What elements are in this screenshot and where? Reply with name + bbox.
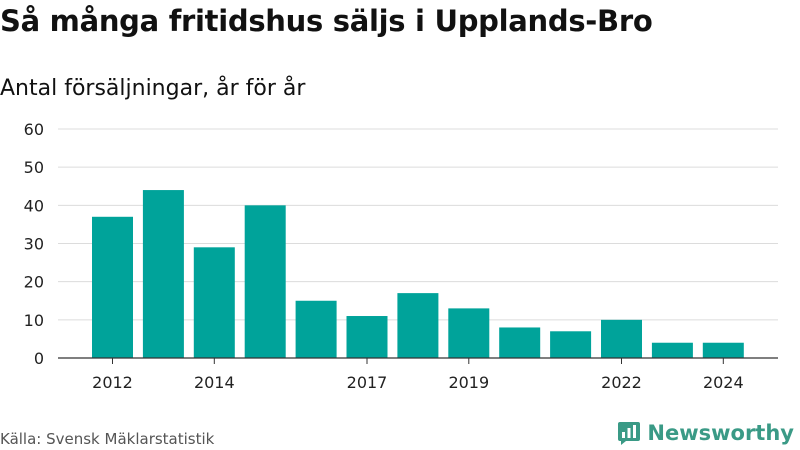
y-tick-label: 50 bbox=[24, 158, 44, 177]
bar-2017 bbox=[346, 316, 388, 358]
y-tick-label: 10 bbox=[24, 311, 44, 330]
x-tick-label: 2022 bbox=[601, 373, 642, 392]
bar-2021 bbox=[550, 331, 592, 358]
bar-2018 bbox=[397, 293, 439, 358]
bar-2022 bbox=[601, 319, 642, 358]
bar-2016 bbox=[295, 300, 337, 358]
bar-2019 bbox=[448, 308, 490, 358]
y-tick-label: 60 bbox=[24, 120, 44, 139]
x-tick-label: 2024 bbox=[703, 373, 744, 392]
x-tick-label: 2019 bbox=[448, 373, 489, 392]
brand-name: Newsworthy bbox=[647, 421, 794, 445]
y-tick-label: 0 bbox=[34, 349, 44, 368]
x-tick-label: 2012 bbox=[92, 373, 133, 392]
chart-subtitle: Antal försäljningar, år för år bbox=[0, 76, 306, 101]
bar-2015 bbox=[244, 205, 286, 358]
x-tick-label: 2017 bbox=[347, 373, 388, 392]
source-note: Källa: Svensk Mäklarstatistik bbox=[0, 430, 215, 448]
y-tick-label: 20 bbox=[24, 273, 44, 292]
bar-2023 bbox=[651, 342, 693, 358]
bar-chart: 0 10 20 30 40 50 60 2012 2014 2017 2019 2022 2024 bbox=[24, 120, 778, 392]
bar-2020 bbox=[499, 327, 541, 358]
bar-2014 bbox=[193, 247, 235, 358]
x-tick-label: 2014 bbox=[194, 373, 235, 392]
chart-title: Så många fritidshus säljs i Upplands-Bro bbox=[0, 4, 653, 38]
brand-logo: Newsworthy bbox=[617, 420, 794, 446]
bar-2013 bbox=[142, 190, 184, 358]
bar-2024 bbox=[702, 342, 744, 358]
y-tick-label: 30 bbox=[24, 235, 44, 254]
newsworthy-logo-icon bbox=[618, 422, 641, 445]
bar-2012 bbox=[92, 216, 133, 358]
y-tick-label: 40 bbox=[24, 196, 44, 215]
